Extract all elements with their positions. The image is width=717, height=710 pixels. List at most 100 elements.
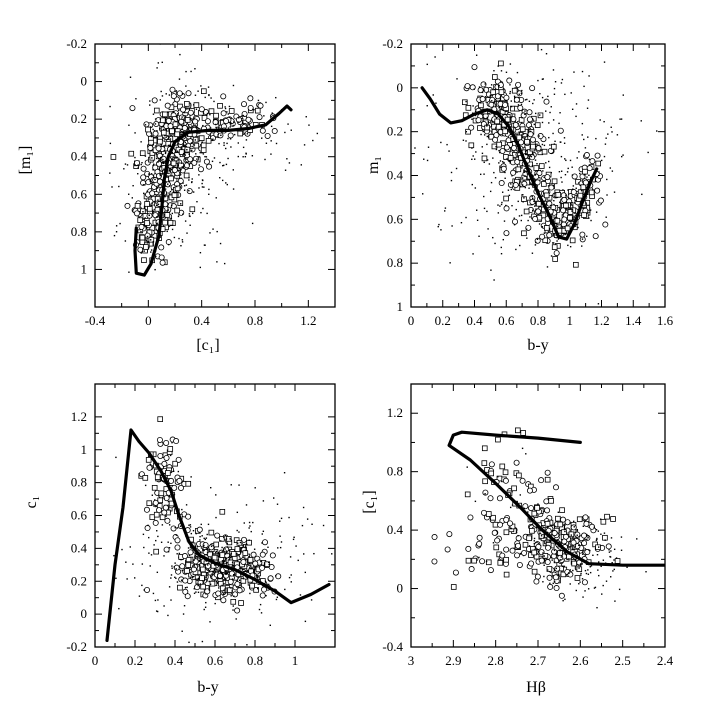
- data-point: [161, 61, 163, 64]
- data-point: [194, 68, 196, 70]
- data-point: [204, 563, 206, 566]
- data-point: [605, 543, 612, 550]
- data-point: [493, 171, 495, 174]
- data-point: [523, 507, 526, 510]
- data-point: [575, 115, 577, 118]
- data-point: [553, 585, 560, 592]
- data-point: [512, 182, 519, 189]
- data-point: [143, 250, 145, 252]
- data-point: [265, 594, 267, 597]
- data-point: [592, 554, 594, 557]
- data-point: [438, 223, 440, 226]
- data-point: [588, 75, 590, 77]
- data-point: [165, 93, 167, 95]
- data-point: [212, 559, 215, 561]
- data-point: [472, 253, 474, 255]
- data-point: [163, 168, 165, 170]
- data-point: [471, 112, 474, 114]
- data-point: [206, 112, 209, 115]
- data-point: [138, 216, 140, 219]
- data-point: [243, 570, 245, 573]
- y-tick-label: 0.8: [71, 224, 87, 239]
- data-point: [214, 532, 221, 539]
- data-point: [543, 192, 550, 199]
- data-point: [251, 222, 254, 225]
- data-point: [134, 156, 136, 159]
- data-point: [496, 141, 502, 148]
- data-point: [578, 583, 580, 585]
- data-point: [589, 566, 591, 568]
- data-point: [177, 103, 183, 110]
- data-point: [242, 545, 244, 547]
- data-point: [244, 155, 247, 158]
- data-point: [568, 548, 570, 550]
- data-point: [475, 209, 478, 211]
- scatter-points: [414, 48, 658, 305]
- data-point: [511, 175, 513, 177]
- data-point: [581, 553, 584, 555]
- data-point: [188, 213, 191, 215]
- data-point: [144, 124, 147, 126]
- data-point: [316, 132, 319, 135]
- data-point: [237, 142, 240, 144]
- data-point: [516, 561, 523, 568]
- data-point: [171, 228, 174, 231]
- data-point: [178, 552, 181, 555]
- data-point: [581, 212, 587, 218]
- data-point: [528, 545, 531, 547]
- data-point: [188, 176, 190, 179]
- data-point: [214, 564, 216, 566]
- data-point: [154, 499, 156, 501]
- data-point: [551, 214, 553, 216]
- data-point: [242, 114, 245, 117]
- data-point: [190, 532, 193, 535]
- data-point: [227, 113, 229, 115]
- data-point: [444, 210, 446, 212]
- data-point: [142, 184, 145, 186]
- data-point: [264, 132, 271, 139]
- data-point: [224, 106, 226, 108]
- data-point: [456, 78, 458, 80]
- data-point: [269, 552, 276, 559]
- data-point: [137, 167, 139, 169]
- data-point: [587, 136, 589, 138]
- y-tick-label: 0: [397, 80, 404, 95]
- data-point: [213, 541, 220, 548]
- data-point: [529, 528, 535, 534]
- data-point: [553, 561, 556, 563]
- data-point: [618, 588, 621, 591]
- data-point: [248, 539, 250, 541]
- data-point: [563, 226, 565, 228]
- data-point: [510, 527, 512, 530]
- data-point: [562, 189, 564, 191]
- x-tick-label: 0.8: [247, 313, 263, 328]
- data-point: [558, 122, 560, 125]
- data-point: [576, 566, 583, 573]
- data-point: [523, 171, 526, 173]
- data-point: [237, 117, 240, 119]
- data-point: [541, 143, 544, 146]
- data-point: [543, 144, 546, 147]
- data-point: [245, 116, 252, 123]
- x-tick-label: 0.6: [498, 313, 515, 328]
- y-tick-label: -0.2: [66, 36, 87, 51]
- data-point: [499, 147, 506, 154]
- data-point: [156, 178, 163, 185]
- data-point: [569, 245, 572, 248]
- data-point: [168, 524, 171, 526]
- data-point: [488, 113, 491, 115]
- data-point: [174, 526, 176, 529]
- data-point: [207, 86, 210, 88]
- panel-c1-vs-hbeta: Hβ [c₁] 3 2.9 2.8 2.7 2.6 2.5 2.4-0.400.40.81.…: [361, 383, 674, 696]
- data-point: [518, 215, 521, 217]
- data-point: [252, 521, 254, 524]
- data-point: [253, 587, 259, 593]
- data-point: [606, 194, 608, 196]
- data-point: [481, 91, 484, 94]
- data-point: [551, 244, 558, 250]
- data-point: [176, 185, 178, 188]
- data-point: [645, 571, 647, 573]
- data-point: [176, 90, 183, 97]
- data-point: [232, 565, 234, 567]
